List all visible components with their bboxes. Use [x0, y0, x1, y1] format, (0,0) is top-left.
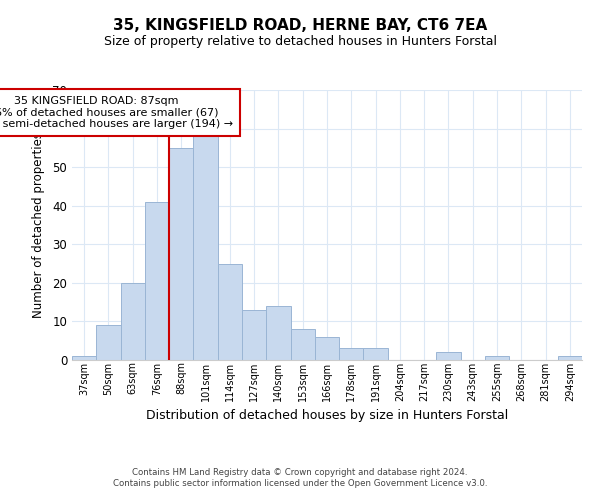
- Bar: [558, 356, 582, 360]
- Bar: [96, 326, 121, 360]
- Bar: [315, 337, 339, 360]
- Bar: [436, 352, 461, 360]
- Bar: [193, 136, 218, 360]
- Bar: [72, 356, 96, 360]
- Bar: [290, 329, 315, 360]
- Bar: [218, 264, 242, 360]
- Text: Contains HM Land Registry data © Crown copyright and database right 2024.
Contai: Contains HM Land Registry data © Crown c…: [113, 468, 487, 487]
- Bar: [485, 356, 509, 360]
- Bar: [364, 348, 388, 360]
- Text: 35 KINGSFIELD ROAD: 87sqm
← 26% of detached houses are smaller (67)
74% of semi-: 35 KINGSFIELD ROAD: 87sqm ← 26% of detac…: [0, 96, 233, 129]
- Bar: [266, 306, 290, 360]
- Y-axis label: Number of detached properties: Number of detached properties: [32, 132, 46, 318]
- Bar: [145, 202, 169, 360]
- Text: Size of property relative to detached houses in Hunters Forstal: Size of property relative to detached ho…: [104, 35, 497, 48]
- Bar: [121, 283, 145, 360]
- Bar: [169, 148, 193, 360]
- Text: 35, KINGSFIELD ROAD, HERNE BAY, CT6 7EA: 35, KINGSFIELD ROAD, HERNE BAY, CT6 7EA: [113, 18, 487, 32]
- Bar: [339, 348, 364, 360]
- X-axis label: Distribution of detached houses by size in Hunters Forstal: Distribution of detached houses by size …: [146, 409, 508, 422]
- Bar: [242, 310, 266, 360]
